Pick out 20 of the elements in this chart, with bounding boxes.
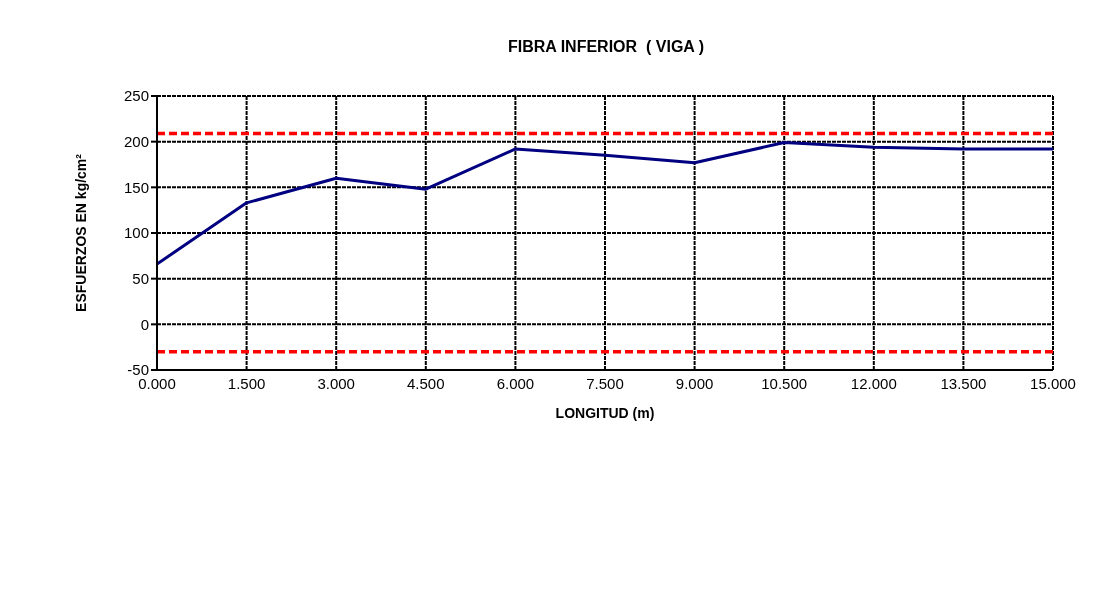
y-tick-label: 150 [123, 178, 149, 196]
y-tick-label: 100 [123, 224, 149, 242]
x-tick-label: 7.500 [586, 374, 624, 392]
x-axis-title: LONGITUD (m) [555, 405, 655, 421]
y-tick-label: 250 [123, 87, 149, 105]
chart-title: FIBRA INFERIOR ( VIGA ) [506, 38, 706, 56]
x-tick-label: 12.000 [850, 374, 897, 392]
x-tick-label: 3.000 [317, 374, 355, 392]
y-tick-label: 0 [140, 315, 149, 333]
x-tick-label: 1.500 [227, 374, 266, 392]
x-tick-label: 9.000 [675, 374, 714, 392]
y-tick-label: 200 [123, 132, 149, 150]
y-tick-label: 50 [132, 269, 149, 287]
x-tick-label: 13.500 [940, 374, 987, 392]
x-tick-label: 6.000 [496, 374, 535, 392]
x-tick-label: 15.000 [1030, 374, 1076, 392]
x-tick-label: 10.500 [761, 374, 808, 392]
y-axis-title: ESFUERZOS EN kg/cm² [73, 153, 89, 312]
x-tick-label: 4.500 [407, 374, 445, 392]
line-series [157, 141, 1053, 266]
